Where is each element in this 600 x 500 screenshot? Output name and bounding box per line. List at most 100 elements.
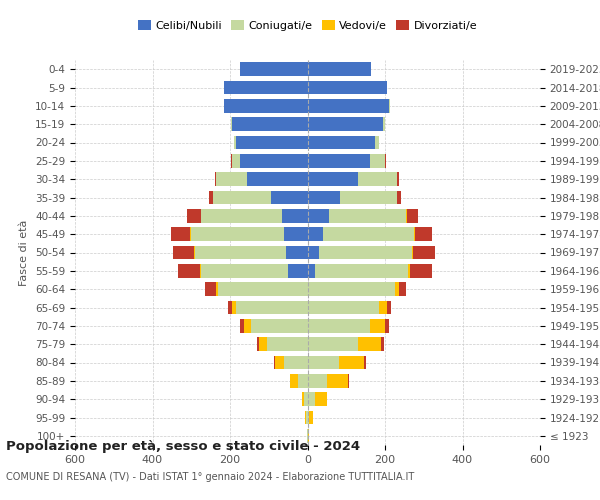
Bar bbox=[308, 209, 329, 222]
Bar bbox=[215, 172, 217, 186]
Y-axis label: Fasce di età: Fasce di età bbox=[19, 220, 29, 286]
Bar bbox=[288, 264, 308, 278]
Bar bbox=[308, 80, 387, 94]
Bar bbox=[239, 62, 308, 76]
Bar bbox=[224, 99, 308, 112]
Bar bbox=[305, 410, 308, 424]
Bar bbox=[171, 228, 190, 241]
Bar bbox=[241, 319, 244, 332]
Bar bbox=[232, 118, 308, 131]
Bar bbox=[234, 136, 236, 149]
Bar bbox=[212, 190, 271, 204]
Bar bbox=[308, 300, 379, 314]
Bar bbox=[383, 118, 385, 131]
Bar bbox=[187, 209, 200, 222]
Bar bbox=[231, 154, 232, 168]
Bar bbox=[228, 300, 232, 314]
Bar bbox=[239, 154, 308, 168]
Bar bbox=[224, 80, 308, 94]
Bar bbox=[308, 410, 310, 424]
Bar bbox=[284, 356, 308, 370]
Bar bbox=[218, 282, 308, 296]
Bar bbox=[298, 374, 308, 388]
Bar bbox=[308, 356, 338, 370]
Bar bbox=[232, 154, 239, 168]
Bar bbox=[236, 136, 308, 149]
Bar bbox=[302, 392, 304, 406]
Bar bbox=[308, 338, 358, 351]
Bar bbox=[251, 319, 308, 332]
Bar bbox=[415, 228, 432, 241]
Bar bbox=[338, 356, 364, 370]
Bar bbox=[395, 282, 398, 296]
Bar bbox=[217, 172, 247, 186]
Bar bbox=[407, 209, 418, 222]
Bar bbox=[209, 190, 212, 204]
Bar bbox=[315, 264, 408, 278]
Bar bbox=[232, 300, 236, 314]
Bar bbox=[370, 154, 385, 168]
Bar bbox=[257, 338, 259, 351]
Bar bbox=[247, 172, 308, 186]
Bar bbox=[173, 246, 194, 260]
Bar bbox=[397, 172, 398, 186]
Bar bbox=[267, 338, 308, 351]
Bar bbox=[308, 429, 310, 442]
Bar bbox=[195, 246, 286, 260]
Bar bbox=[387, 300, 391, 314]
Bar bbox=[308, 319, 370, 332]
Bar bbox=[358, 338, 381, 351]
Bar bbox=[191, 228, 284, 241]
Bar bbox=[200, 264, 201, 278]
Bar bbox=[408, 264, 410, 278]
Bar bbox=[376, 136, 379, 149]
Bar bbox=[329, 209, 406, 222]
Bar bbox=[259, 338, 267, 351]
Bar bbox=[308, 99, 389, 112]
Bar bbox=[194, 246, 195, 260]
Bar bbox=[308, 374, 327, 388]
Bar bbox=[308, 228, 323, 241]
Bar bbox=[236, 300, 308, 314]
Text: COMUNE DI RESANA (TV) - Dati ISTAT 1° gennaio 2024 - Elaborazione TUTTITALIA.IT: COMUNE DI RESANA (TV) - Dati ISTAT 1° ge… bbox=[6, 472, 414, 482]
Bar bbox=[308, 282, 395, 296]
Bar bbox=[286, 246, 308, 260]
Bar bbox=[201, 264, 288, 278]
Bar bbox=[274, 356, 275, 370]
Bar bbox=[315, 392, 327, 406]
Legend: Celibi/Nubili, Coniugati/e, Vedovi/e, Divorziati/e: Celibi/Nubili, Coniugati/e, Vedovi/e, Di… bbox=[133, 16, 482, 35]
Bar bbox=[307, 429, 308, 442]
Bar bbox=[283, 209, 308, 222]
Bar bbox=[413, 246, 434, 260]
Bar bbox=[205, 282, 217, 296]
Bar bbox=[271, 190, 308, 204]
Bar bbox=[358, 172, 397, 186]
Bar bbox=[397, 190, 401, 204]
Bar bbox=[323, 228, 414, 241]
Bar bbox=[244, 319, 251, 332]
Bar bbox=[385, 154, 386, 168]
Bar bbox=[327, 374, 348, 388]
Bar bbox=[308, 118, 383, 131]
Bar bbox=[379, 300, 387, 314]
Bar bbox=[231, 118, 232, 131]
Bar bbox=[370, 319, 385, 332]
Bar bbox=[217, 282, 218, 296]
Bar bbox=[385, 319, 389, 332]
Bar bbox=[308, 264, 315, 278]
Bar bbox=[410, 264, 431, 278]
Bar bbox=[414, 228, 415, 241]
Bar bbox=[308, 246, 319, 260]
Text: Popolazione per età, sesso e stato civile - 2024: Popolazione per età, sesso e stato civil… bbox=[6, 440, 360, 453]
Bar bbox=[319, 246, 412, 260]
Bar bbox=[308, 154, 370, 168]
Bar bbox=[190, 228, 191, 241]
Bar bbox=[308, 190, 340, 204]
Bar bbox=[201, 209, 283, 222]
Bar bbox=[310, 410, 313, 424]
Bar bbox=[398, 282, 406, 296]
Bar bbox=[284, 228, 308, 241]
Bar bbox=[412, 246, 413, 260]
Bar bbox=[275, 356, 284, 370]
Bar bbox=[381, 338, 384, 351]
